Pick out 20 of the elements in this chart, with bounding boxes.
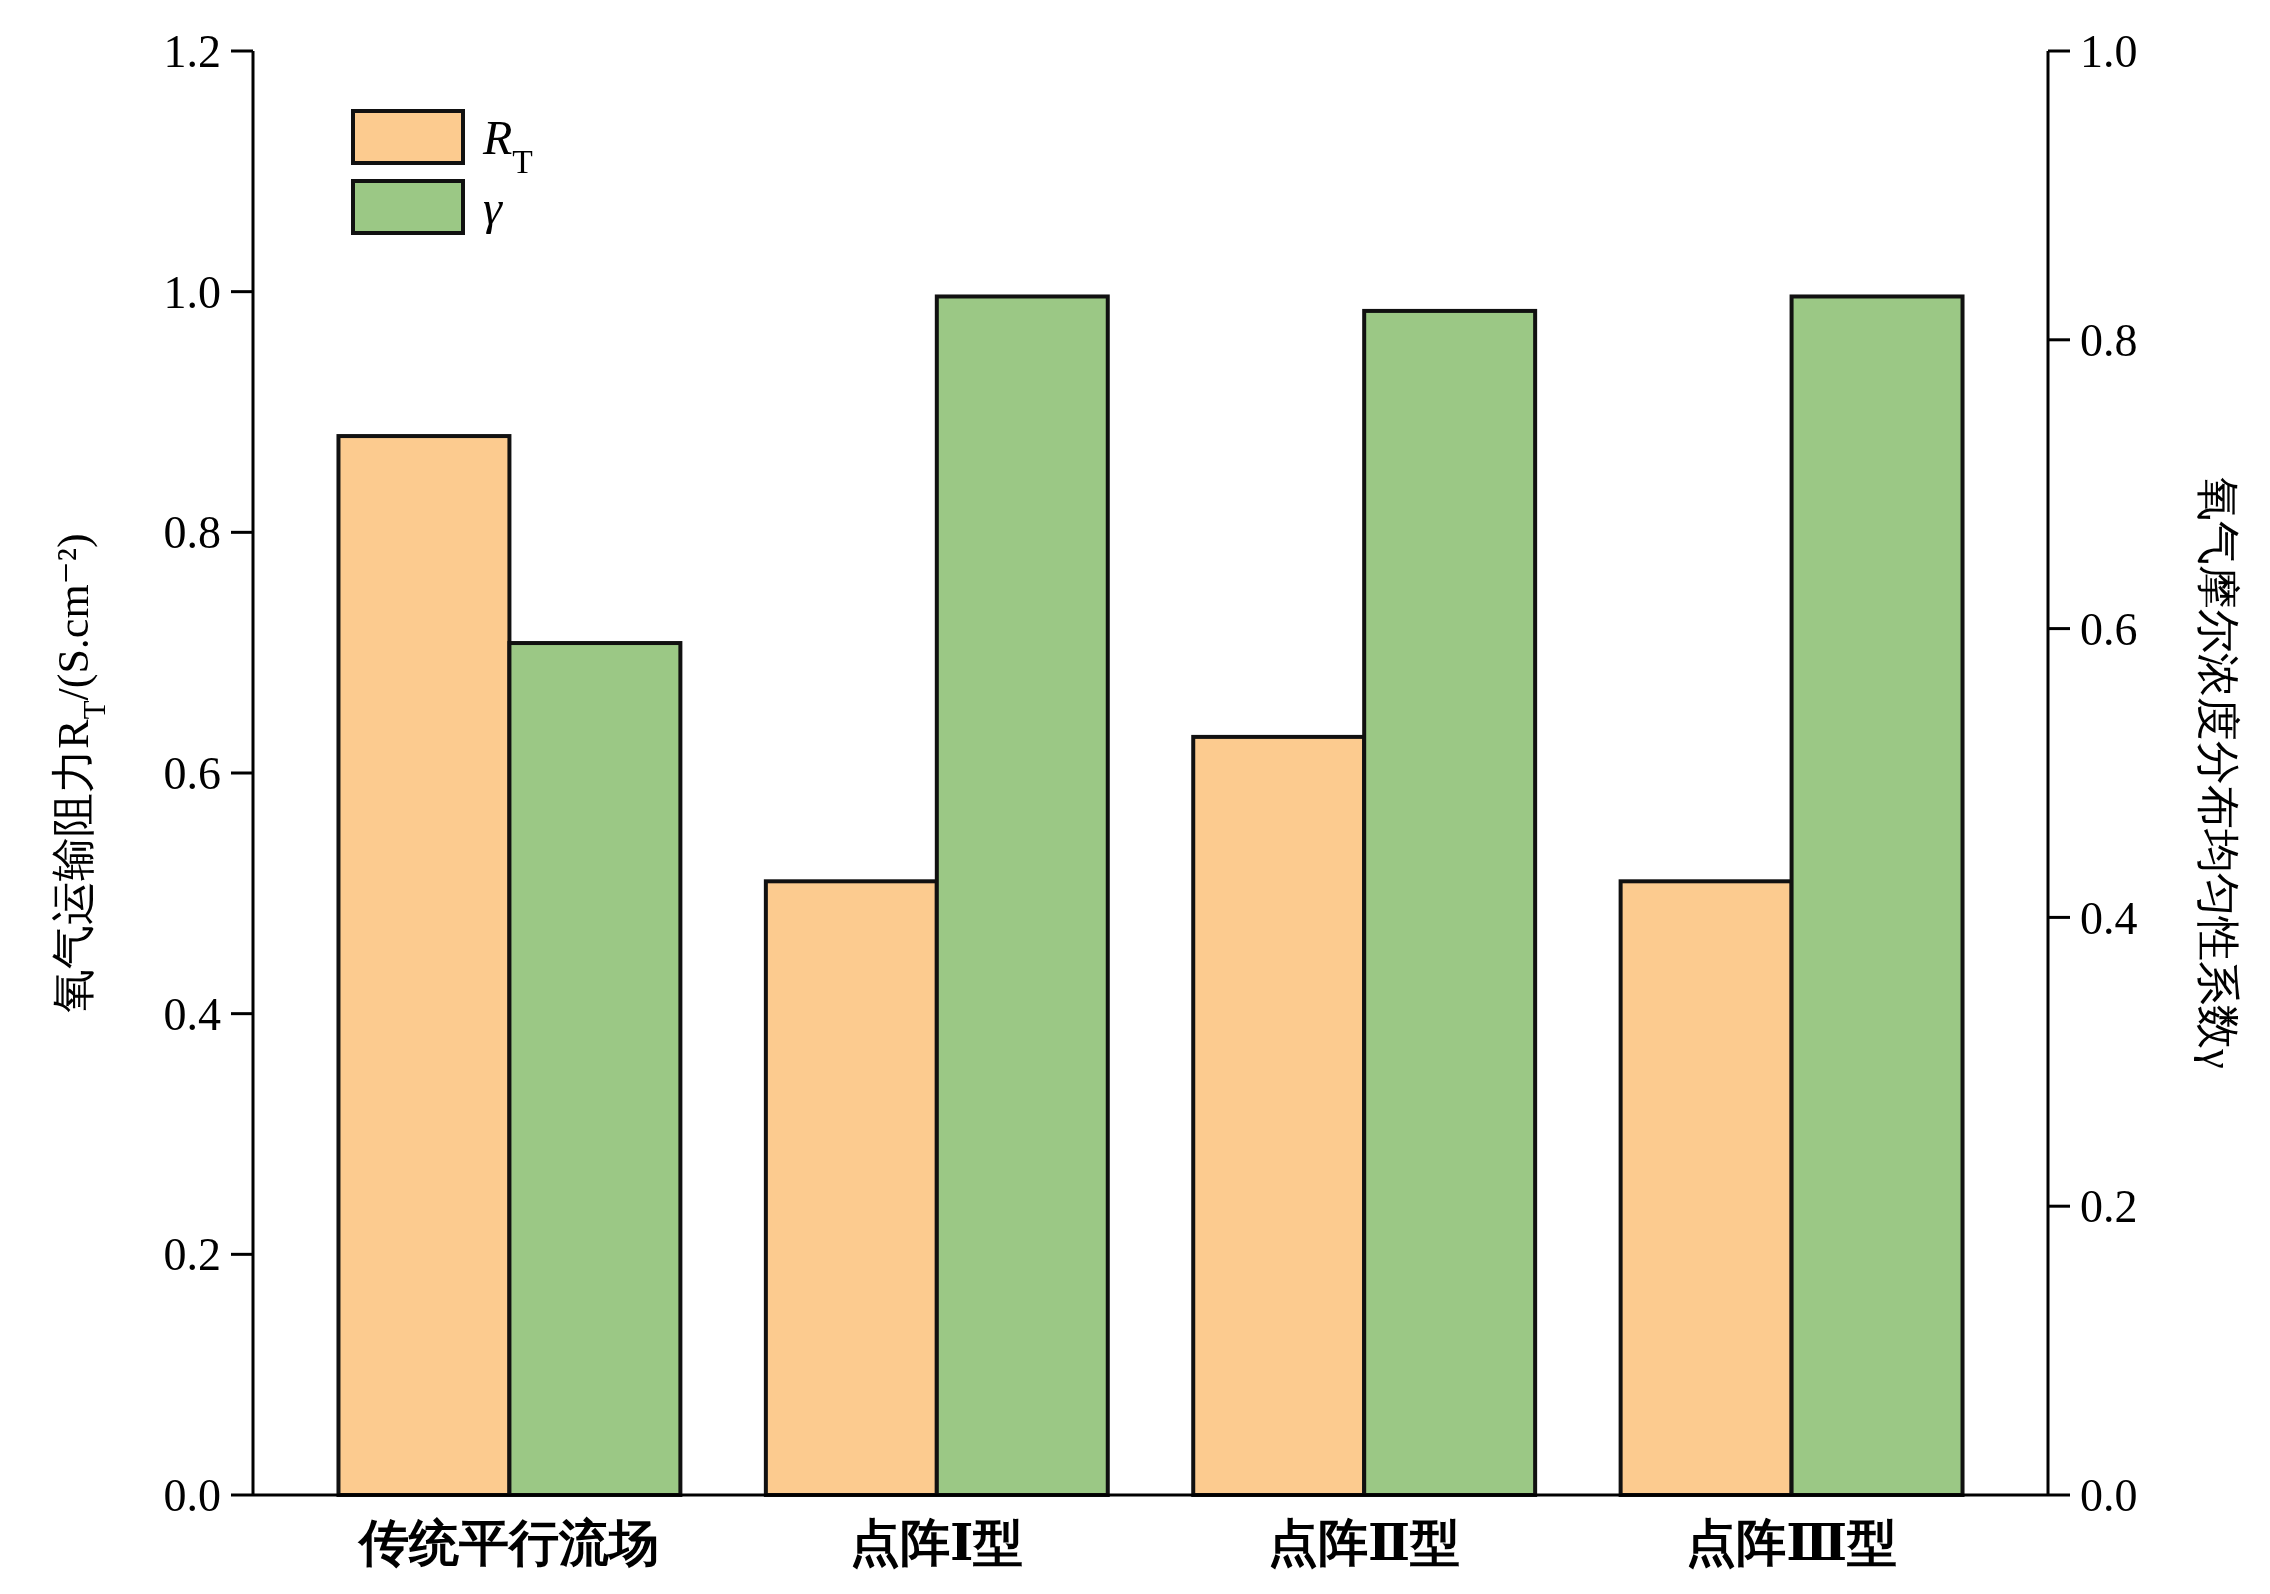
x-tick-label: 点阵Ⅲ型: [1686, 1515, 1898, 1571]
legend-label: γ: [483, 180, 503, 234]
y-tick-label: 0.2: [163, 1229, 221, 1281]
legend-label: R$_{T}$: [482, 110, 533, 180]
y2-tick-label: 0.4: [2080, 892, 2138, 944]
y2-tick-label: 1.0: [2080, 26, 2138, 78]
y-tick-label: 1.0: [163, 266, 221, 318]
x-tick-label: 传统平行流场: [357, 1515, 660, 1571]
y2-tick-label: 0.8: [2080, 314, 2138, 366]
y-tick-label: 0.0: [163, 1470, 221, 1522]
y2-axis-title: 氧气摩尔浓度分布均匀性系数γ: [2193, 477, 2242, 1069]
y-tick-label: 0.8: [163, 507, 221, 559]
y-tick-label: 0.6: [163, 748, 221, 800]
y-tick-label: 1.2: [163, 26, 221, 78]
y2-tick-label: 0.6: [2080, 603, 2138, 655]
x-tick-label: 点阵Ⅱ型: [1268, 1515, 1461, 1571]
y2-tick-label: 0.0: [2080, 1470, 2138, 1522]
y-tick-label: 0.4: [163, 988, 221, 1040]
x-tick-label: 点阵Ⅰ型: [850, 1515, 1024, 1571]
y2-tick-label: 0.2: [2080, 1181, 2138, 1233]
